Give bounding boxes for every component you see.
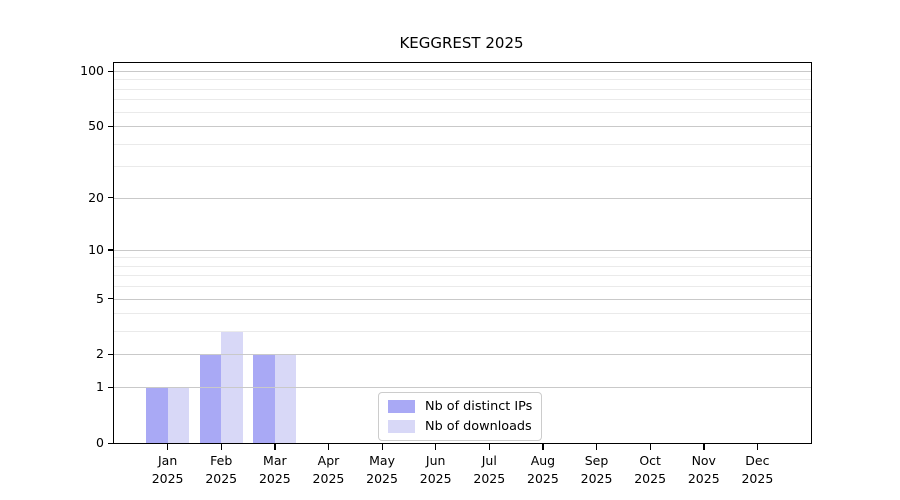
y-tick-label: 5 — [96, 290, 104, 306]
legend-row-downloads: Nb of downloads — [388, 418, 532, 435]
x-tick-mark — [274, 444, 276, 450]
minor-gridline — [114, 286, 811, 288]
x-tick-month: Mar — [263, 453, 287, 468]
x-tick-label: Jun 2025 — [406, 452, 466, 487]
minor-gridline — [114, 257, 811, 259]
x-tick-label: Oct 2025 — [620, 452, 680, 487]
major-gridline — [114, 354, 811, 356]
y-tick-mark — [108, 386, 114, 388]
minor-gridline — [114, 265, 811, 267]
x-tick-label: Jul 2025 — [459, 452, 519, 487]
minor-gridline — [114, 99, 811, 101]
y-tick-label: 50 — [88, 118, 104, 134]
x-tick-year: 2025 — [419, 470, 452, 486]
bar-distinct-ips — [199, 354, 222, 443]
y-tick-label: 100 — [80, 63, 104, 78]
x-tick-year: 2025 — [366, 470, 398, 486]
major-gridline — [114, 71, 811, 72]
x-tick-mark — [220, 444, 223, 450]
x-tick-label: Feb 2025 — [191, 452, 251, 487]
x-tick-mark — [435, 444, 437, 450]
y-tick-mark — [108, 298, 114, 300]
x-tick-year: 2025 — [527, 470, 559, 486]
y-tick-label: 20 — [88, 189, 104, 205]
y-tick-mark — [108, 125, 114, 127]
minor-gridline — [114, 275, 811, 277]
x-tick-label: Sep 2025 — [567, 452, 627, 487]
legend-label-distinct-ips: Nb of distinct IPs — [425, 399, 533, 414]
x-tick-mark — [381, 444, 383, 450]
x-tick-month: Apr — [317, 453, 340, 468]
x-tick-label: Mar 2025 — [245, 452, 305, 487]
minor-gridline — [114, 88, 811, 90]
y-tick-label: 1 — [96, 379, 104, 395]
plot-area: 0 1 2 5 10 20 50 100 Jan 2025 Feb 2025 Mar 2025 Apr 202… — [80, 62, 812, 486]
x-tick-month: Jan — [157, 453, 178, 468]
x-tick-mark — [488, 444, 491, 450]
y-tick-label: 2 — [96, 346, 104, 362]
x-tick-month: Jun — [425, 453, 446, 468]
major-gridline — [114, 298, 811, 300]
minor-gridline — [114, 111, 811, 113]
minor-gridline — [114, 143, 811, 145]
legend: Nb of distinct IPs Nb of downloads — [378, 392, 543, 441]
distinct-ips-swatch-icon — [388, 400, 415, 413]
y-tick-label: 10 — [88, 241, 104, 257]
x-tick-label: Jan 2025 — [138, 452, 198, 487]
major-gridline — [114, 387, 811, 389]
legend-label-downloads: Nb of downloads — [425, 419, 532, 434]
x-tick-year: 2025 — [473, 470, 506, 486]
x-tick-month: Aug — [530, 453, 556, 468]
x-tick-month: Nov — [691, 453, 716, 468]
y-tick-label: 0 — [96, 435, 104, 450]
x-tick-month: Oct — [639, 453, 661, 468]
chart-title: KEGGREST 2025 — [399, 34, 524, 52]
minor-gridline — [114, 166, 811, 168]
x-tick-mark — [649, 444, 651, 450]
y-tick-mark — [108, 70, 114, 72]
bar-downloads — [274, 354, 297, 443]
bar-distinct-ips — [146, 387, 168, 443]
x-tick-year: 2025 — [634, 470, 667, 486]
x-tick-mark — [703, 444, 705, 450]
x-tick-year: 2025 — [205, 470, 238, 486]
x-tick-month: Sep — [584, 453, 609, 468]
legend-row-distinct-ips: Nb of distinct IPs — [388, 398, 532, 415]
x-tick-year: 2025 — [151, 470, 184, 486]
bar-distinct-ips — [253, 354, 275, 443]
x-tick-year: 2025 — [741, 470, 774, 486]
minor-gridline — [114, 313, 811, 315]
x-tick-month: Dec — [745, 453, 770, 468]
major-gridline — [114, 249, 811, 251]
x-tick-year: 2025 — [580, 470, 613, 486]
y-tick-mark — [108, 353, 114, 356]
minor-gridline — [114, 331, 811, 333]
x-tick-month: Jul — [481, 453, 497, 468]
x-tick-year: 2025 — [687, 470, 720, 486]
x-tick-mark — [167, 444, 169, 450]
x-tick-year: 2025 — [312, 470, 345, 486]
x-tick-month: Feb — [210, 453, 233, 468]
x-tick-year: 2025 — [258, 470, 291, 486]
x-tick-label: May 2025 — [352, 452, 412, 487]
x-tick-label: Apr 2025 — [298, 452, 358, 487]
x-tick-mark — [596, 444, 598, 450]
major-gridline — [114, 197, 811, 199]
x-tick-mark — [327, 444, 330, 450]
x-tick-label: Nov 2025 — [674, 452, 734, 487]
x-tick-mark — [542, 444, 544, 450]
x-tick-label: Aug 2025 — [513, 452, 573, 487]
major-gridline — [114, 126, 811, 128]
x-tick-label: Dec 2025 — [727, 452, 787, 487]
x-tick-mark — [756, 444, 759, 450]
minor-gridline — [114, 79, 811, 81]
x-tick-month: May — [369, 453, 395, 468]
downloads-swatch-icon — [388, 420, 415, 433]
y-tick-mark — [108, 442, 114, 444]
y-tick-mark — [108, 249, 114, 251]
bar-downloads — [167, 387, 190, 443]
y-tick-mark — [108, 197, 114, 199]
